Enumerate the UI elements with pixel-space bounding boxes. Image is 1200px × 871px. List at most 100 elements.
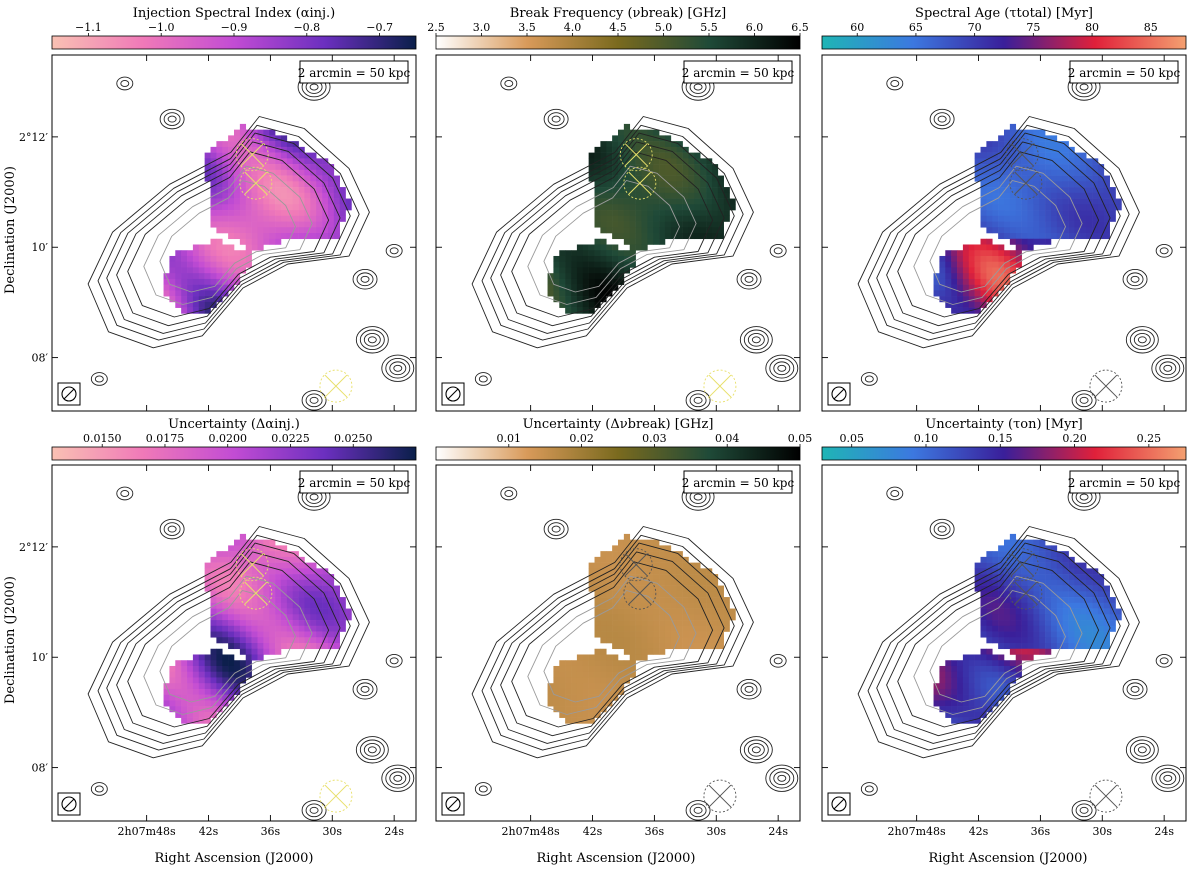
y-tick-label: 08′ xyxy=(32,762,49,775)
y-tick-label: 2°12′ xyxy=(19,131,48,144)
x-tick-label: 24s xyxy=(384,825,404,838)
y-tick-label: 08′ xyxy=(32,352,49,365)
x-axis-label-center: Right Ascension (J2000) xyxy=(536,851,695,866)
x-tick-label: 2h07m48s xyxy=(888,825,947,838)
colorbar-tick-label: 2.5 xyxy=(427,21,445,34)
x-tick-label: 36s xyxy=(645,825,665,838)
plot-frame xyxy=(821,464,1187,822)
scale-bar-label: 2 arcmin = 50 kpc xyxy=(682,66,795,80)
plot-area xyxy=(52,465,416,821)
beam-indicator xyxy=(827,792,851,816)
colorbar-tick-label: 0.0250 xyxy=(334,432,373,445)
colorbar-tick-label: 75 xyxy=(1026,21,1040,34)
panel-bottom-left: Uncertainty (Δαinj.) 0.0150 0.0175 0.0200 0.… xyxy=(19,417,417,838)
radio-contours xyxy=(471,73,799,411)
colorbar-label: Uncertainty (τon) [Myr] xyxy=(925,417,1082,432)
colorbar-tick-label: 0.05 xyxy=(788,432,813,445)
y-tick-label: 10′ xyxy=(32,651,49,664)
plot-area xyxy=(436,55,800,411)
colorbar-tick-label: −0.7 xyxy=(366,21,393,34)
colorbar-tick-label: 0.0150 xyxy=(83,432,122,445)
x-tick-label: 24s xyxy=(1154,825,1174,838)
colorbar-tick-label: 0.20 xyxy=(1062,432,1087,445)
colorbar-label: Spectral Age (τtotal) [Myr] xyxy=(915,6,1093,21)
colorbar-tick-label: −1.0 xyxy=(148,21,175,34)
x-axis-label-left: Right Ascension (J2000) xyxy=(154,851,313,866)
colorbar-tick-label: 3.5 xyxy=(518,21,536,34)
colorbar-tick-label: 80 xyxy=(1085,21,1099,34)
source-markers xyxy=(235,138,353,403)
panel-top-center: Break Frequency (νbreak) [GHz] 2.5 3.0 3.5 4… xyxy=(427,6,809,412)
colorbar-tick-label: 0.05 xyxy=(839,432,864,445)
plot-area xyxy=(436,465,800,821)
plot-area xyxy=(822,465,1186,821)
x-tick-label: 2h07m48s xyxy=(118,825,177,838)
colorbar-tick-label: 0.0225 xyxy=(271,432,310,445)
beam-indicator xyxy=(827,382,851,406)
x-tick-label: 42s xyxy=(199,825,219,838)
scale-bar: 2 arcmin = 50 kpc xyxy=(1068,60,1181,84)
source-markers xyxy=(235,548,353,813)
colorbar-tick-label: 70 xyxy=(968,21,982,34)
y-axis-label-top: Declination (J2000) xyxy=(3,166,18,294)
y-tick-label: 10′ xyxy=(32,241,49,254)
colorbar xyxy=(821,446,1187,461)
radio-contours xyxy=(857,73,1185,411)
scale-bar: 2 arcmin = 50 kpc xyxy=(1068,470,1181,494)
spectral-map xyxy=(547,123,736,314)
plot-frame xyxy=(435,54,801,412)
x-tick-label: 42s xyxy=(969,825,989,838)
scale-bar-label: 2 arcmin = 50 kpc xyxy=(298,476,411,490)
colorbar-label: Uncertainty (Δαinj.) xyxy=(168,417,300,432)
colorbar-label: Injection Spectral Index (αinj.) xyxy=(133,6,336,21)
beam-indicator xyxy=(441,792,465,816)
colorbar-tick-label: 0.03 xyxy=(642,432,667,445)
scale-bar-label: 2 arcmin = 50 kpc xyxy=(298,66,411,80)
colorbar-tick-label: −0.9 xyxy=(221,21,248,34)
scale-bar: 2 arcmin = 50 kpc xyxy=(682,60,795,84)
scale-bar: 2 arcmin = 50 kpc xyxy=(298,470,411,494)
panel-top-left: Injection Spectral Index (αinj.) −1.1 −1.0… xyxy=(19,6,417,412)
beam-indicator xyxy=(57,792,81,816)
spectral-map xyxy=(933,123,1122,314)
colorbar xyxy=(51,35,417,50)
beam-indicator xyxy=(441,382,465,406)
colorbar-tick-label: −0.8 xyxy=(293,21,320,34)
plot-area xyxy=(822,55,1186,411)
source-markers xyxy=(1005,138,1123,403)
panel-bottom-right: Uncertainty (τon) [Myr] 0.05 0.10 0.15 0.20 0… xyxy=(821,417,1187,838)
colorbar-tick-label: 0.01 xyxy=(497,432,522,445)
x-tick-label: 36s xyxy=(261,825,281,838)
colorbar-tick-label: 0.0200 xyxy=(208,432,247,445)
plot-frame xyxy=(51,54,417,412)
source-markers xyxy=(1005,548,1123,813)
panel-top-right: Spectral Age (τtotal) [Myr] 60 65 70 75 80 85 2… xyxy=(821,6,1187,412)
plot-frame xyxy=(821,54,1187,412)
source-markers xyxy=(619,138,737,403)
colorbar-tick-label: 6.0 xyxy=(746,21,764,34)
colorbar-tick-label: 0.0175 xyxy=(146,432,185,445)
colorbar-tick-label: 5.5 xyxy=(700,21,718,34)
colorbar xyxy=(51,446,417,461)
colorbar-tick-label: 4.5 xyxy=(609,21,627,34)
colorbar-tick-label: 65 xyxy=(909,21,923,34)
scale-bar-label: 2 arcmin = 50 kpc xyxy=(682,476,795,490)
x-tick-label: 42s xyxy=(583,825,603,838)
y-axis-label-bottom: Declination (J2000) xyxy=(3,576,18,704)
x-tick-label: 36s xyxy=(1031,825,1051,838)
colorbar-tick-label: 0.02 xyxy=(569,432,594,445)
colorbar xyxy=(821,35,1187,50)
colorbar-tick-label: 0.04 xyxy=(715,432,740,445)
colorbar-label: Uncertainty (Δνbreak) [GHz] xyxy=(523,417,714,432)
x-tick-label: 30s xyxy=(706,825,726,838)
panel-bottom-center: Uncertainty (Δνbreak) [GHz]0.01 0.02 0.03 0… xyxy=(435,417,813,838)
colorbar-tick-label: −1.1 xyxy=(75,21,102,34)
scale-bar: 2 arcmin = 50 kpc xyxy=(682,470,795,494)
x-tick-label: 30s xyxy=(322,825,342,838)
colorbar-tick-label: 5.0 xyxy=(655,21,673,34)
plot-frame xyxy=(435,464,801,822)
colorbar-tick-label: 0.15 xyxy=(988,432,1013,445)
colorbar-tick-label: 60 xyxy=(850,21,864,34)
colorbar-tick-label: 3.0 xyxy=(473,21,491,34)
